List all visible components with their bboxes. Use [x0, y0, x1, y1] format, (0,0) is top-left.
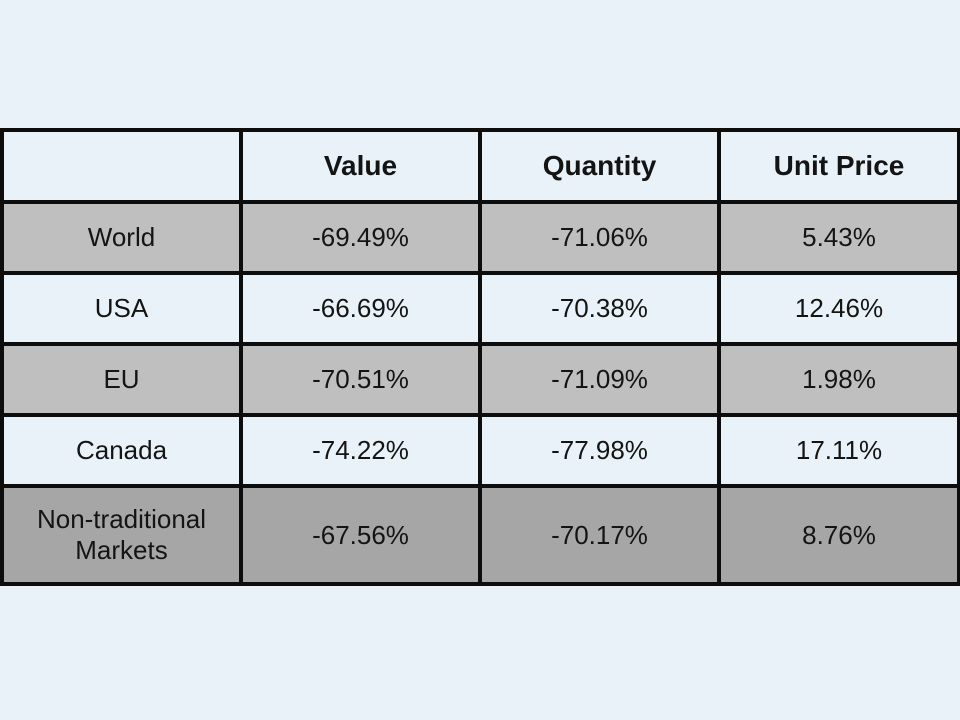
table-cell-unit-price: 5.43%: [717, 200, 960, 275]
column-header-blank: [0, 128, 243, 204]
column-header-value: Value: [239, 128, 482, 204]
table-row-canada: Canada -74.22% -77.98% 17.11%: [0, 413, 960, 488]
table-row-usa: USA -66.69% -70.38% 12.46%: [0, 271, 960, 346]
row-label: USA: [0, 271, 243, 346]
table-cell-unit-price: 1.98%: [717, 342, 960, 417]
table-cell-value: -70.51%: [239, 342, 482, 417]
row-label: Canada: [0, 413, 243, 488]
table-cell-value: -74.22%: [239, 413, 482, 488]
table-cell-value: -69.49%: [239, 200, 482, 275]
row-label: EU: [0, 342, 243, 417]
table-row-world: World -69.49% -71.06% 5.43%: [0, 200, 960, 275]
table-cell-unit-price: 17.11%: [717, 413, 960, 488]
table-cell-quantity: -70.38%: [478, 271, 721, 346]
row-label: World: [0, 200, 243, 275]
column-header-quantity: Quantity: [478, 128, 721, 204]
column-header-unit-price: Unit Price: [717, 128, 960, 204]
table-cell-unit-price: 8.76%: [717, 484, 960, 586]
comparison-table: Value Quantity Unit Price World -69.49% …: [0, 128, 960, 586]
table-cell-quantity: -77.98%: [478, 413, 721, 488]
table-row-eu: EU -70.51% -71.09% 1.98%: [0, 342, 960, 417]
table-row-non-traditional-markets: Non-traditional Markets -67.56% -70.17% …: [0, 484, 960, 586]
table-cell-quantity: -71.06%: [478, 200, 721, 275]
table-header-row: Value Quantity Unit Price: [0, 128, 960, 204]
row-label: Non-traditional Markets: [0, 484, 243, 586]
table-cell-value: -66.69%: [239, 271, 482, 346]
table-cell-quantity: -70.17%: [478, 484, 721, 586]
table-cell-quantity: -71.09%: [478, 342, 721, 417]
table-cell-value: -67.56%: [239, 484, 482, 586]
table-cell-unit-price: 12.46%: [717, 271, 960, 346]
